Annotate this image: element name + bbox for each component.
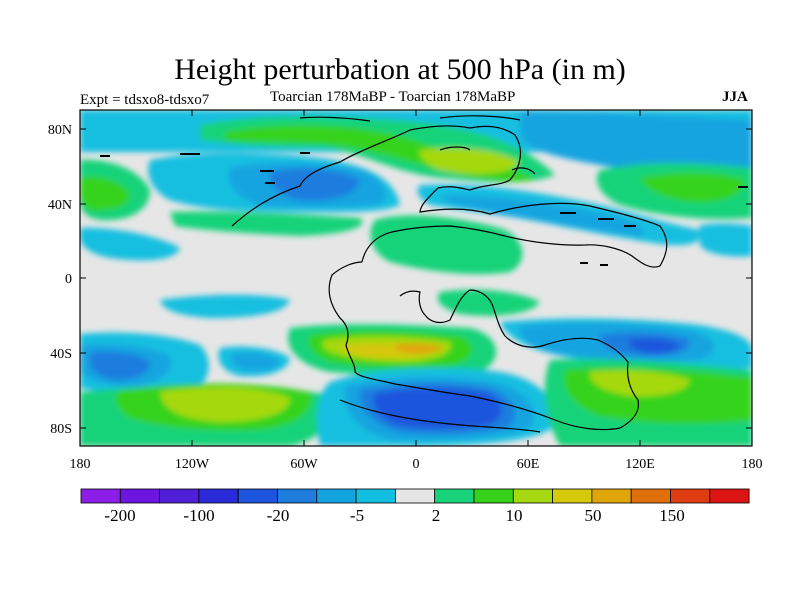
colorbar-label: 150 bbox=[659, 506, 685, 525]
colorbar-swatch bbox=[159, 488, 200, 504]
colorbar-swatch bbox=[394, 488, 436, 504]
s-small-blue-eddy-core bbox=[231, 352, 280, 371]
arctic-islands bbox=[299, 115, 536, 175]
colorbar-label: -5 bbox=[350, 506, 364, 525]
n-pacific-east-lime bbox=[640, 172, 745, 203]
x-tick-label: 180 bbox=[742, 457, 763, 472]
island-dash bbox=[265, 182, 275, 184]
x-tick-labels: 180 120W 60W 0 60E 120E 180 bbox=[70, 457, 763, 472]
colorbar-swatch bbox=[237, 488, 278, 504]
island-dash bbox=[580, 262, 588, 264]
colorbar-swatch bbox=[434, 488, 475, 504]
colorbar-label: 50 bbox=[585, 506, 602, 525]
antarctica-outline bbox=[339, 399, 541, 433]
n-pacific-lime bbox=[80, 176, 130, 211]
coastlines bbox=[231, 115, 668, 433]
colorbar-swatch bbox=[198, 488, 239, 504]
x-tick-label: 0 bbox=[413, 457, 420, 472]
colorbar-label: -100 bbox=[183, 506, 214, 525]
colorbar-swatch bbox=[552, 488, 593, 504]
island-dash bbox=[260, 170, 274, 172]
colorbar-label: 10 bbox=[506, 506, 523, 525]
arctic-yellow-core bbox=[419, 148, 520, 174]
experiment-label: Expt = tdsxo8-tdsxo7 bbox=[80, 92, 210, 108]
island-dash bbox=[600, 264, 608, 266]
y-tick-labels: 80N 40N 0 40S 80S bbox=[48, 123, 72, 437]
n-atlantic-blue-strip bbox=[440, 195, 644, 236]
colorbar bbox=[80, 488, 750, 504]
colorbar-swatch bbox=[119, 488, 161, 504]
x-tick-label: 60W bbox=[290, 457, 318, 472]
colorbar-label: -200 bbox=[104, 506, 135, 525]
y-tick-label: 40N bbox=[48, 198, 72, 213]
season-label: JJA bbox=[722, 89, 748, 105]
equatorial-pacific-cyan bbox=[80, 227, 180, 261]
colorbar-swatch bbox=[591, 488, 632, 504]
colorbar-swatch bbox=[630, 488, 671, 504]
gondwana-outline bbox=[328, 261, 640, 431]
colorbar-labels: -200 -100 -20 -5 2 10 50 150 bbox=[104, 506, 684, 525]
island-dash bbox=[180, 153, 200, 155]
colorbar-swatch bbox=[512, 488, 553, 504]
x-tick-label: 120E bbox=[625, 457, 655, 472]
island-dash bbox=[100, 155, 110, 157]
n-green-strip bbox=[170, 211, 363, 236]
island-dash bbox=[738, 186, 748, 188]
y-tick-label: 80S bbox=[50, 422, 72, 437]
colorbar-swatch bbox=[670, 488, 711, 504]
x-tick-label: 120W bbox=[175, 457, 210, 472]
y-tick-label: 80N bbox=[48, 123, 72, 138]
s-indian-blue-dark bbox=[628, 338, 680, 353]
map-title: Height perturbation at 500 hPa (in m) bbox=[174, 53, 626, 86]
colorbar-swatch bbox=[355, 488, 396, 504]
s-pacific-blue-west-dark bbox=[90, 351, 150, 380]
s-atlantic-orange bbox=[394, 343, 445, 354]
colorbar-swatch bbox=[709, 488, 750, 504]
x-tick-label: 180 bbox=[70, 457, 91, 472]
contour-field bbox=[80, 110, 752, 446]
island-dash bbox=[300, 152, 310, 154]
s-east-yellow bbox=[589, 370, 690, 397]
y-tick-label: 0 bbox=[65, 272, 72, 287]
island-dash bbox=[598, 218, 614, 220]
s-yellow-core-west bbox=[160, 387, 290, 422]
colorbar-swatch bbox=[473, 488, 514, 504]
laurasia-outline bbox=[231, 125, 668, 268]
axis-ticks bbox=[79, 110, 753, 446]
island-dash bbox=[624, 225, 636, 227]
colorbar-swatch bbox=[80, 488, 121, 504]
island-dash bbox=[560, 212, 576, 214]
y-tick-label: 40S bbox=[50, 347, 72, 362]
period-label: Toarcian 178MaBP - Toarcian 178MaBP bbox=[270, 89, 516, 105]
tropical-green-blob bbox=[370, 215, 523, 275]
colorbar-label: -20 bbox=[267, 506, 290, 525]
colorbar-swatch bbox=[316, 488, 357, 504]
colorbar-label: 2 bbox=[432, 506, 441, 525]
colorbar-swatch bbox=[277, 488, 318, 504]
equatorial-east-cyan bbox=[700, 223, 752, 257]
s-cyan-strip-west bbox=[160, 294, 290, 318]
x-tick-label: 60E bbox=[517, 457, 540, 472]
small-islands bbox=[100, 152, 748, 266]
arctic-light-blue-patch bbox=[520, 112, 752, 178]
n-blue-core bbox=[269, 168, 360, 201]
